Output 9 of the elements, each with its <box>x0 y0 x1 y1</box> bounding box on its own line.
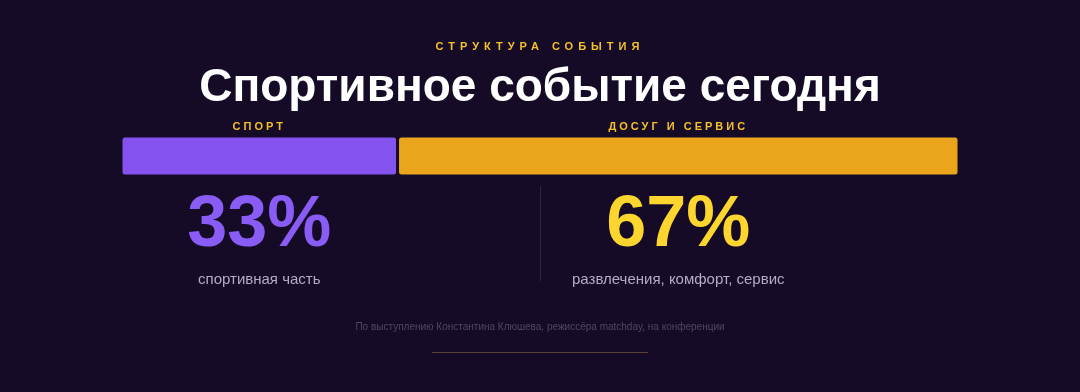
series-label: ДОСУГ И СЕРВИС <box>608 120 749 132</box>
text: По выступлению Константина Клюшева, режиссёра matchday, на конференции <box>354 321 726 332</box>
text: развлечения, комфорт, сервис <box>571 270 786 287</box>
chart-subtitle: СТРУКТУРА СОБЫТИЯ <box>434 40 646 52</box>
data-label: 67% <box>606 181 751 261</box>
series-label: СПОРТ <box>232 120 286 132</box>
chart-title: Спортивное событие сегодня <box>198 58 882 112</box>
data-label: 33% <box>187 181 332 261</box>
text: спортивная часть <box>198 270 321 287</box>
